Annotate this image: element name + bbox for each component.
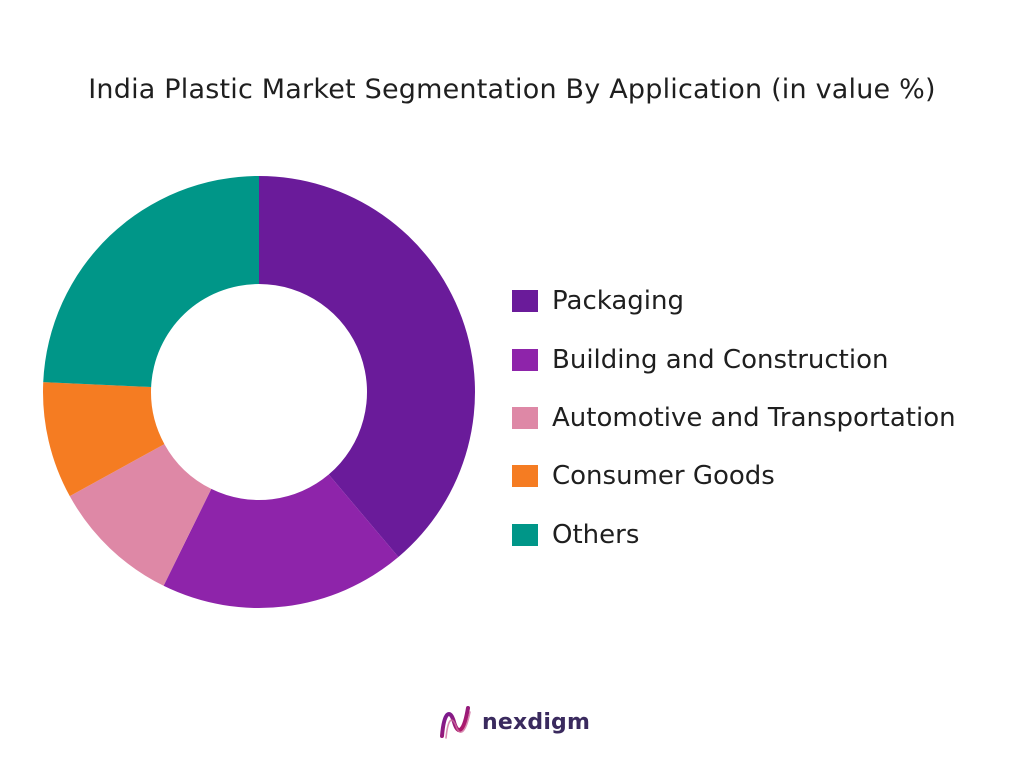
legend-swatch xyxy=(512,290,538,313)
legend-label: Others xyxy=(552,519,640,550)
legend-item: Packaging xyxy=(512,272,956,330)
nexdigm-logo-icon xyxy=(440,706,471,739)
donut-slice-others xyxy=(43,176,259,388)
chart-legend: Packaging Building and Construction Automo… xyxy=(512,272,956,564)
legend-swatch xyxy=(512,465,538,488)
legend-label: Packaging xyxy=(552,286,684,317)
legend-swatch xyxy=(512,523,538,546)
legend-swatch xyxy=(512,406,538,429)
legend-label: Consumer Goods xyxy=(552,461,775,492)
donut-slice-consumer-goods xyxy=(42,382,165,497)
legend-swatch xyxy=(512,348,538,371)
nexdigm-logo: nexdigm xyxy=(438,702,590,742)
legend-item: Building and Construction xyxy=(512,330,956,388)
donut-slice-automotive-and-transportation xyxy=(69,444,212,586)
legend-label: Building and Construction xyxy=(552,344,889,375)
legend-item: Consumer Goods xyxy=(512,447,956,505)
donut-slice-packaging xyxy=(259,176,476,557)
chart-title: India Plastic Market Segmentation By App… xyxy=(88,74,936,105)
legend-label: Automotive and Transportation xyxy=(552,402,956,433)
legend-item: Others xyxy=(512,506,956,564)
legend-item: Automotive and Transportation xyxy=(512,389,956,447)
logo-text: nexdigm xyxy=(482,709,591,735)
donut-slice-building-and-construction xyxy=(163,474,399,608)
